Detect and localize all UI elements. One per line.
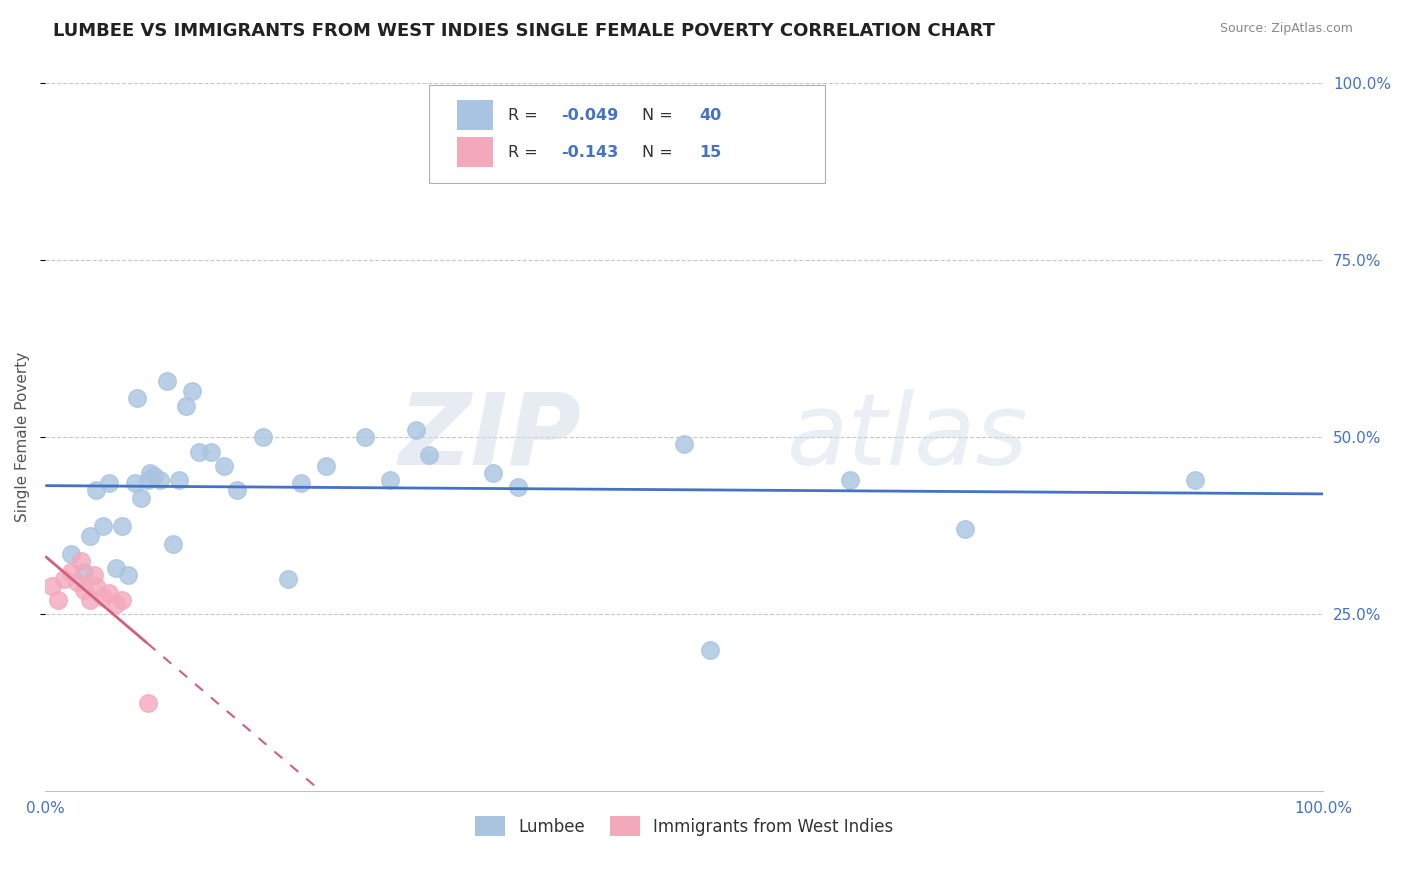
Text: ZIP: ZIP bbox=[399, 389, 582, 486]
Text: 15: 15 bbox=[700, 145, 721, 160]
Point bbox=[149, 473, 172, 487]
Point bbox=[405, 423, 427, 437]
Point bbox=[252, 430, 274, 444]
Point bbox=[111, 593, 134, 607]
Point bbox=[673, 437, 696, 451]
Point bbox=[66, 575, 89, 590]
Point bbox=[136, 473, 159, 487]
Point bbox=[1184, 473, 1206, 487]
Text: N =: N = bbox=[643, 108, 678, 123]
Point bbox=[699, 642, 721, 657]
Point bbox=[104, 597, 127, 611]
Point bbox=[481, 466, 503, 480]
Point bbox=[169, 473, 191, 487]
Point bbox=[162, 536, 184, 550]
Point bbox=[98, 586, 121, 600]
FancyBboxPatch shape bbox=[457, 101, 492, 130]
Point bbox=[91, 590, 114, 604]
FancyBboxPatch shape bbox=[457, 137, 492, 167]
Text: R =: R = bbox=[508, 108, 543, 123]
Point bbox=[72, 565, 94, 579]
Point bbox=[124, 476, 146, 491]
Text: LUMBEE VS IMMIGRANTS FROM WEST INDIES SINGLE FEMALE POVERTY CORRELATION CHART: LUMBEE VS IMMIGRANTS FROM WEST INDIES SI… bbox=[53, 22, 995, 40]
Text: R =: R = bbox=[508, 145, 543, 160]
Point bbox=[79, 529, 101, 543]
Point bbox=[212, 458, 235, 473]
Point bbox=[117, 568, 139, 582]
Text: 40: 40 bbox=[700, 108, 721, 123]
Point bbox=[111, 519, 134, 533]
Point bbox=[70, 554, 93, 568]
Point bbox=[839, 473, 862, 487]
Point bbox=[83, 568, 105, 582]
Point bbox=[156, 374, 179, 388]
Point bbox=[508, 480, 530, 494]
Point bbox=[41, 579, 63, 593]
Point bbox=[139, 466, 162, 480]
Point bbox=[174, 399, 197, 413]
Point bbox=[142, 469, 165, 483]
Point bbox=[72, 582, 94, 597]
Point bbox=[104, 561, 127, 575]
Point bbox=[418, 448, 440, 462]
Point bbox=[86, 483, 108, 498]
Point bbox=[136, 696, 159, 710]
Point bbox=[353, 430, 375, 444]
Point bbox=[53, 572, 76, 586]
Point bbox=[46, 593, 69, 607]
Text: Source: ZipAtlas.com: Source: ZipAtlas.com bbox=[1219, 22, 1353, 36]
Text: -0.049: -0.049 bbox=[561, 108, 619, 123]
Point bbox=[290, 476, 312, 491]
Point bbox=[315, 458, 337, 473]
Y-axis label: Single Female Poverty: Single Female Poverty bbox=[15, 352, 30, 523]
Text: atlas: atlas bbox=[786, 389, 1028, 486]
Point bbox=[187, 444, 209, 458]
Point bbox=[200, 444, 222, 458]
Point bbox=[91, 519, 114, 533]
Point bbox=[98, 476, 121, 491]
FancyBboxPatch shape bbox=[429, 85, 825, 183]
Point bbox=[127, 392, 149, 406]
Point bbox=[59, 547, 82, 561]
Point bbox=[79, 593, 101, 607]
Text: -0.143: -0.143 bbox=[561, 145, 619, 160]
Legend: Lumbee, Immigrants from West Indies: Lumbee, Immigrants from West Indies bbox=[468, 809, 900, 843]
Point bbox=[181, 384, 204, 399]
Text: N =: N = bbox=[643, 145, 678, 160]
Point bbox=[277, 572, 299, 586]
Point bbox=[86, 579, 108, 593]
Point bbox=[226, 483, 249, 498]
Point bbox=[955, 522, 977, 536]
Point bbox=[380, 473, 402, 487]
Point bbox=[129, 491, 152, 505]
Point bbox=[59, 565, 82, 579]
